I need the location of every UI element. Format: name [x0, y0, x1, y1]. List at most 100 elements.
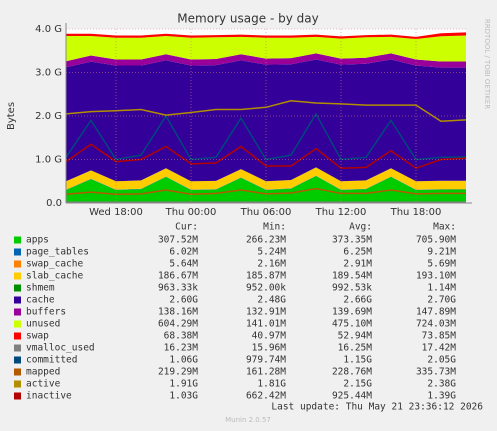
last-update: Last update: Thu May 21 23:36:12 2026 — [271, 402, 483, 413]
legend-stat: 266.23M — [246, 235, 286, 246]
legend-swatch — [14, 320, 21, 328]
legend-label: vmalloc_used — [26, 343, 95, 354]
legend-stat: 1.03G — [169, 391, 198, 402]
legend-stat: 2.91M — [343, 259, 372, 270]
line — [65, 112, 467, 161]
legend-stat: 138.16M — [158, 307, 198, 318]
legend-stat: 228.76M — [332, 367, 372, 378]
y-tick-label: 0.0 — [46, 198, 62, 209]
legend-label: active — [26, 379, 61, 390]
legend-label: buffers — [26, 307, 66, 318]
y-tick-label: 2.0 G — [35, 111, 62, 122]
legend-stat: 17.42M — [422, 343, 457, 354]
legend-label: apps — [26, 235, 49, 246]
legend-stat: 2.60G — [169, 295, 198, 306]
legend-header: Min: — [263, 222, 286, 233]
legend-stat: 963.33k — [158, 283, 198, 294]
legend-swatch — [14, 308, 21, 316]
legend-header: Cur: — [175, 222, 198, 233]
legend-stat: 189.54M — [332, 271, 372, 282]
legend-stat: 2.48G — [257, 295, 286, 306]
legend-header: Avg: — [349, 222, 372, 233]
line — [65, 143, 467, 170]
y-axis-label: Bytes — [6, 102, 17, 130]
legend-label: mapped — [26, 367, 60, 378]
legend-label: inactive — [26, 391, 72, 402]
area — [66, 176, 466, 203]
legend-stat: 40.97M — [252, 331, 287, 342]
legend-swatch — [14, 380, 21, 388]
legend-stat: 139.69M — [332, 307, 372, 318]
legend-swatch — [14, 272, 21, 280]
legend-stat: 185.87M — [246, 271, 286, 282]
legend-stat: 2.16M — [257, 259, 286, 270]
legend-stat: 5.69M — [427, 259, 456, 270]
legend-swatch — [14, 392, 21, 400]
area — [66, 59, 466, 182]
legend-swatch — [14, 296, 21, 304]
legend-stat: 15.96M — [252, 343, 287, 354]
legend-stat: 1.06G — [169, 355, 198, 366]
legend-stat: 724.03M — [416, 319, 456, 330]
legend-swatch — [14, 260, 21, 268]
legend-stat: 6.02M — [169, 247, 198, 258]
legend-swatch — [14, 236, 21, 244]
area — [66, 167, 466, 190]
y-tick-label: 3.0 G — [35, 68, 62, 79]
legend-stat: 141.01M — [246, 319, 286, 330]
legend-stat: 5.64M — [169, 259, 198, 270]
legend: Cur: Min: Avg: Max: apps 307.52M 266.23M 373.35… — [14, 222, 456, 402]
legend-stat: 475.10M — [332, 319, 372, 330]
legend-stat: 335.73M — [416, 367, 456, 378]
legend-label: swap — [26, 331, 49, 342]
legend-label: committed — [26, 355, 77, 366]
legend-stat: 1.81G — [257, 379, 286, 390]
legend-stat: 2.70G — [427, 295, 456, 306]
legend-stat: 186.67M — [158, 271, 198, 282]
plot: 0.0 1.0 G 2.0 G 3.0 G 4.0 G Wed 18:00 Thu 00:0… — [35, 23, 472, 218]
legend-stat: 604.29M — [158, 319, 198, 330]
legend-stat: 16.23M — [164, 343, 199, 354]
legend-stat: 9.21M — [427, 247, 456, 258]
legend-stat: 132.91M — [246, 307, 286, 318]
legend-stat: 5.24M — [257, 247, 286, 258]
x-tick-label: Thu 18:00 — [390, 207, 442, 218]
legend-stat: 1.39G — [427, 391, 456, 402]
legend-stat: 161.28M — [246, 367, 286, 378]
legend-stat: 68.38M — [164, 331, 199, 342]
legend-label: page_tables — [26, 247, 89, 258]
legend-stat: 2.15G — [343, 379, 372, 390]
legend-stat: 992.53k — [332, 283, 372, 294]
legend-label: slab_cache — [26, 271, 83, 282]
legend-swatch — [14, 356, 21, 364]
legend-label: unused — [26, 319, 60, 330]
legend-stat: 147.89M — [416, 307, 456, 318]
legend-stat: 73.85M — [422, 331, 457, 342]
legend-stat: 1.15G — [343, 355, 372, 366]
legend-label: shmem — [26, 283, 55, 294]
legend-stat: 6.25M — [343, 247, 372, 258]
legend-stat: 662.42M — [246, 391, 286, 402]
x-tick-label: Wed 18:00 — [89, 207, 143, 218]
legend-swatch — [14, 248, 21, 256]
legend-stat: 373.35M — [332, 235, 372, 246]
legend-stat: 193.10M — [416, 271, 456, 282]
legend-stat: 979.74M — [246, 355, 286, 366]
y-tick-label: 4.0 G — [35, 24, 62, 35]
area — [66, 35, 466, 62]
legend-stat: 2.05G — [427, 355, 456, 366]
legend-stat: 705.90M — [416, 235, 456, 246]
legend-label: swap_cache — [26, 259, 83, 270]
side-text: RRDTOOL / TOBI OETIKER — [483, 19, 491, 109]
legend-stat: 1.91G — [169, 379, 198, 390]
legend-stat: 52.94M — [338, 331, 373, 342]
x-tick-label: Thu 12:00 — [315, 207, 367, 218]
legend-stat: 1.14M — [427, 283, 456, 294]
legend-stat: 952.00k — [246, 283, 286, 294]
line — [65, 187, 466, 196]
legend-swatch — [14, 284, 21, 292]
legend-stat: 16.25M — [338, 343, 373, 354]
legend-stat: 219.29M — [158, 367, 198, 378]
